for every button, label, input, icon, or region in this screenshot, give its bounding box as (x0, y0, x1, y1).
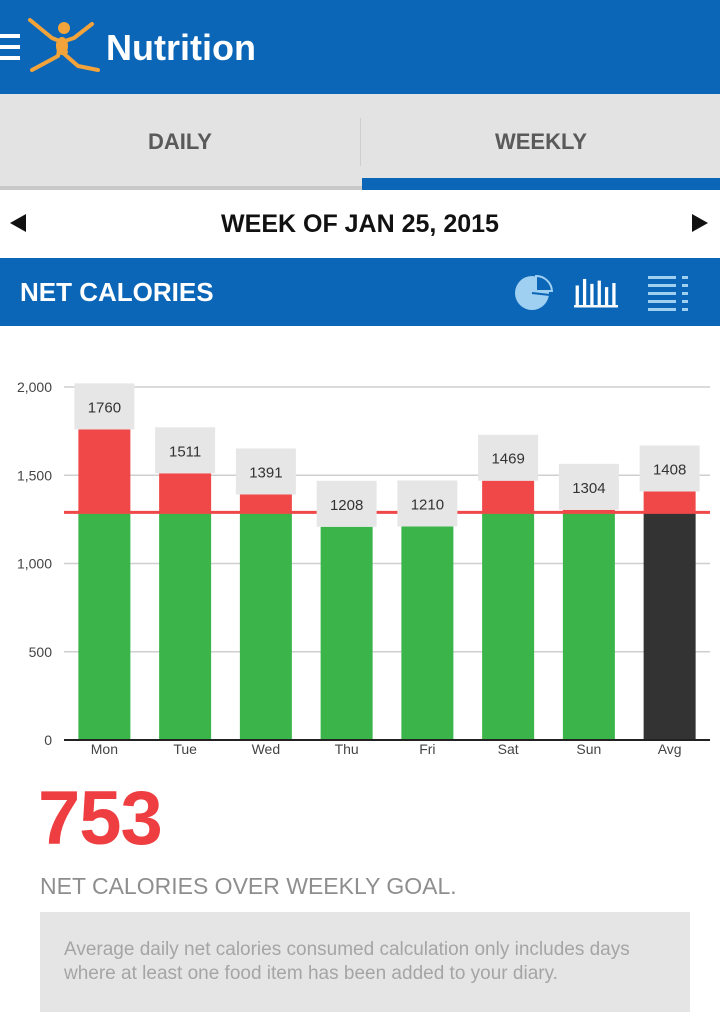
bar-sat (482, 512, 535, 740)
net-calories-chart: 0 500 1,000 1,500 2,000 1760 Mon 1511 Tue 1391 Wed… (0, 326, 720, 766)
bar-thu (320, 526, 373, 740)
section-header: NET CALORIES (0, 258, 720, 326)
tab-divider (360, 118, 361, 166)
app-bar: Nutrition (0, 0, 720, 94)
value-label-bg (74, 383, 135, 430)
bar-mon (78, 512, 131, 740)
y-tick-label: 2,000 (17, 379, 52, 395)
bar-wed (239, 512, 292, 740)
bar-over-goal-wed (239, 494, 292, 513)
value-label-bg (397, 480, 458, 527)
bar-avg (643, 512, 696, 740)
tab-weekly[interactable]: WEEKLY (494, 129, 588, 154)
x-tick-label: Fri (419, 741, 435, 757)
value-label: 1760 (88, 399, 121, 416)
bar-over-goal-avg (643, 491, 696, 513)
value-label: 1511 (169, 443, 201, 460)
x-tick-label: Avg (658, 741, 682, 757)
value-label-bg (558, 463, 619, 510)
y-tick-label: 500 (29, 644, 53, 660)
bar-over-goal-sat (482, 480, 535, 513)
value-label: 1469 (491, 451, 524, 468)
week-navigator: WEEK OF JAN 25, 2015 (0, 190, 720, 258)
tab-daily-underline (0, 186, 362, 190)
y-tick-label: 1,000 (17, 556, 52, 572)
value-label-bg (155, 427, 216, 474)
app-title: Nutrition (106, 27, 256, 68)
previous-week-arrow-icon[interactable] (10, 214, 26, 232)
value-label-bg (639, 445, 700, 492)
calories-over-goal-label: NET CALORIES OVER WEEKLY GOAL. (40, 873, 457, 899)
bar-chart-icon[interactable] (574, 272, 618, 312)
info-note-text: Average daily net calories consumed calc… (64, 939, 630, 984)
x-tick-label: Sun (576, 741, 601, 757)
x-tick-label: Sat (498, 741, 519, 757)
app-logo-icon[interactable] (22, 16, 100, 76)
y-tick-label: 0 (44, 732, 52, 748)
value-label: 1210 (411, 496, 444, 513)
tab-daily[interactable]: DAILY (148, 129, 212, 154)
x-tick-label: Mon (91, 741, 118, 757)
bar-fri (401, 526, 454, 740)
x-tick-label: Tue (173, 741, 197, 757)
section-title: NET CALORIES (20, 277, 214, 307)
bar-tue (159, 512, 212, 740)
tab-selected-indicator (362, 178, 720, 190)
view-tabs: DAILY WEEKLY (0, 94, 720, 190)
info-note: Average daily net calories consumed calc… (40, 912, 690, 1012)
next-week-arrow-icon[interactable] (692, 214, 708, 232)
value-label: 1391 (249, 464, 282, 481)
value-label: 1408 (653, 461, 686, 478)
calories-over-goal-value: 753 (38, 776, 163, 861)
x-tick-label: Wed (252, 741, 281, 757)
list-view-icon[interactable] (646, 272, 690, 312)
bar-chart: 0 500 1,000 1,500 2,000 1760 Mon 1511 Tue 1391 Wed… (17, 379, 710, 757)
bar-over-goal-tue (159, 473, 212, 513)
week-label: WEEK OF JAN 25, 2015 (221, 210, 499, 238)
hamburger-menu-icon[interactable] (0, 34, 22, 60)
value-label-bg (235, 448, 296, 495)
y-tick-label: 1,500 (17, 467, 52, 483)
bar-sun (562, 512, 615, 740)
pie-chart-icon[interactable] (512, 272, 556, 312)
value-label: 1304 (572, 480, 605, 497)
value-label-bg (478, 434, 539, 481)
x-tick-label: Thu (335, 741, 359, 757)
value-label: 1208 (330, 497, 363, 514)
value-label-bg (316, 480, 377, 527)
bar-over-goal-mon (78, 429, 131, 513)
